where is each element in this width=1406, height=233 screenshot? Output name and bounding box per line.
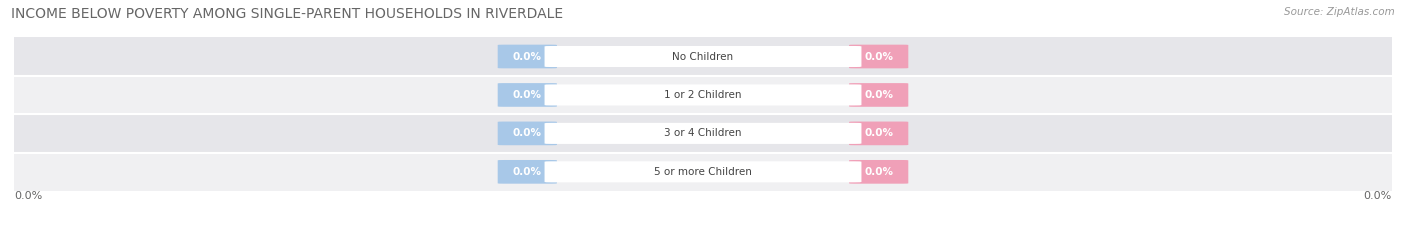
Text: 0.0%: 0.0% bbox=[513, 167, 541, 177]
Text: 0.0%: 0.0% bbox=[14, 191, 42, 201]
Text: No Children: No Children bbox=[672, 51, 734, 62]
Text: 0.0%: 0.0% bbox=[865, 128, 893, 138]
FancyBboxPatch shape bbox=[544, 161, 862, 182]
Text: 1 or 2 Children: 1 or 2 Children bbox=[664, 90, 742, 100]
Text: 0.0%: 0.0% bbox=[865, 167, 893, 177]
FancyBboxPatch shape bbox=[498, 122, 557, 145]
Text: 0.0%: 0.0% bbox=[865, 90, 893, 100]
Text: INCOME BELOW POVERTY AMONG SINGLE-PARENT HOUSEHOLDS IN RIVERDALE: INCOME BELOW POVERTY AMONG SINGLE-PARENT… bbox=[11, 7, 564, 21]
Bar bbox=[14, 153, 1392, 191]
Bar bbox=[14, 114, 1392, 153]
Text: 0.0%: 0.0% bbox=[513, 128, 541, 138]
FancyBboxPatch shape bbox=[849, 83, 908, 107]
FancyBboxPatch shape bbox=[498, 160, 557, 184]
Bar bbox=[14, 37, 1392, 76]
FancyBboxPatch shape bbox=[849, 122, 908, 145]
Text: 3 or 4 Children: 3 or 4 Children bbox=[664, 128, 742, 138]
Text: 5 or more Children: 5 or more Children bbox=[654, 167, 752, 177]
FancyBboxPatch shape bbox=[498, 83, 557, 107]
Text: 0.0%: 0.0% bbox=[865, 51, 893, 62]
FancyBboxPatch shape bbox=[498, 45, 557, 68]
FancyBboxPatch shape bbox=[849, 45, 908, 68]
FancyBboxPatch shape bbox=[544, 123, 862, 144]
Text: 0.0%: 0.0% bbox=[513, 51, 541, 62]
Text: Source: ZipAtlas.com: Source: ZipAtlas.com bbox=[1284, 7, 1395, 17]
FancyBboxPatch shape bbox=[849, 160, 908, 184]
FancyBboxPatch shape bbox=[544, 46, 862, 67]
Text: 0.0%: 0.0% bbox=[513, 90, 541, 100]
FancyBboxPatch shape bbox=[544, 84, 862, 106]
Bar bbox=[14, 76, 1392, 114]
Text: 0.0%: 0.0% bbox=[1364, 191, 1392, 201]
